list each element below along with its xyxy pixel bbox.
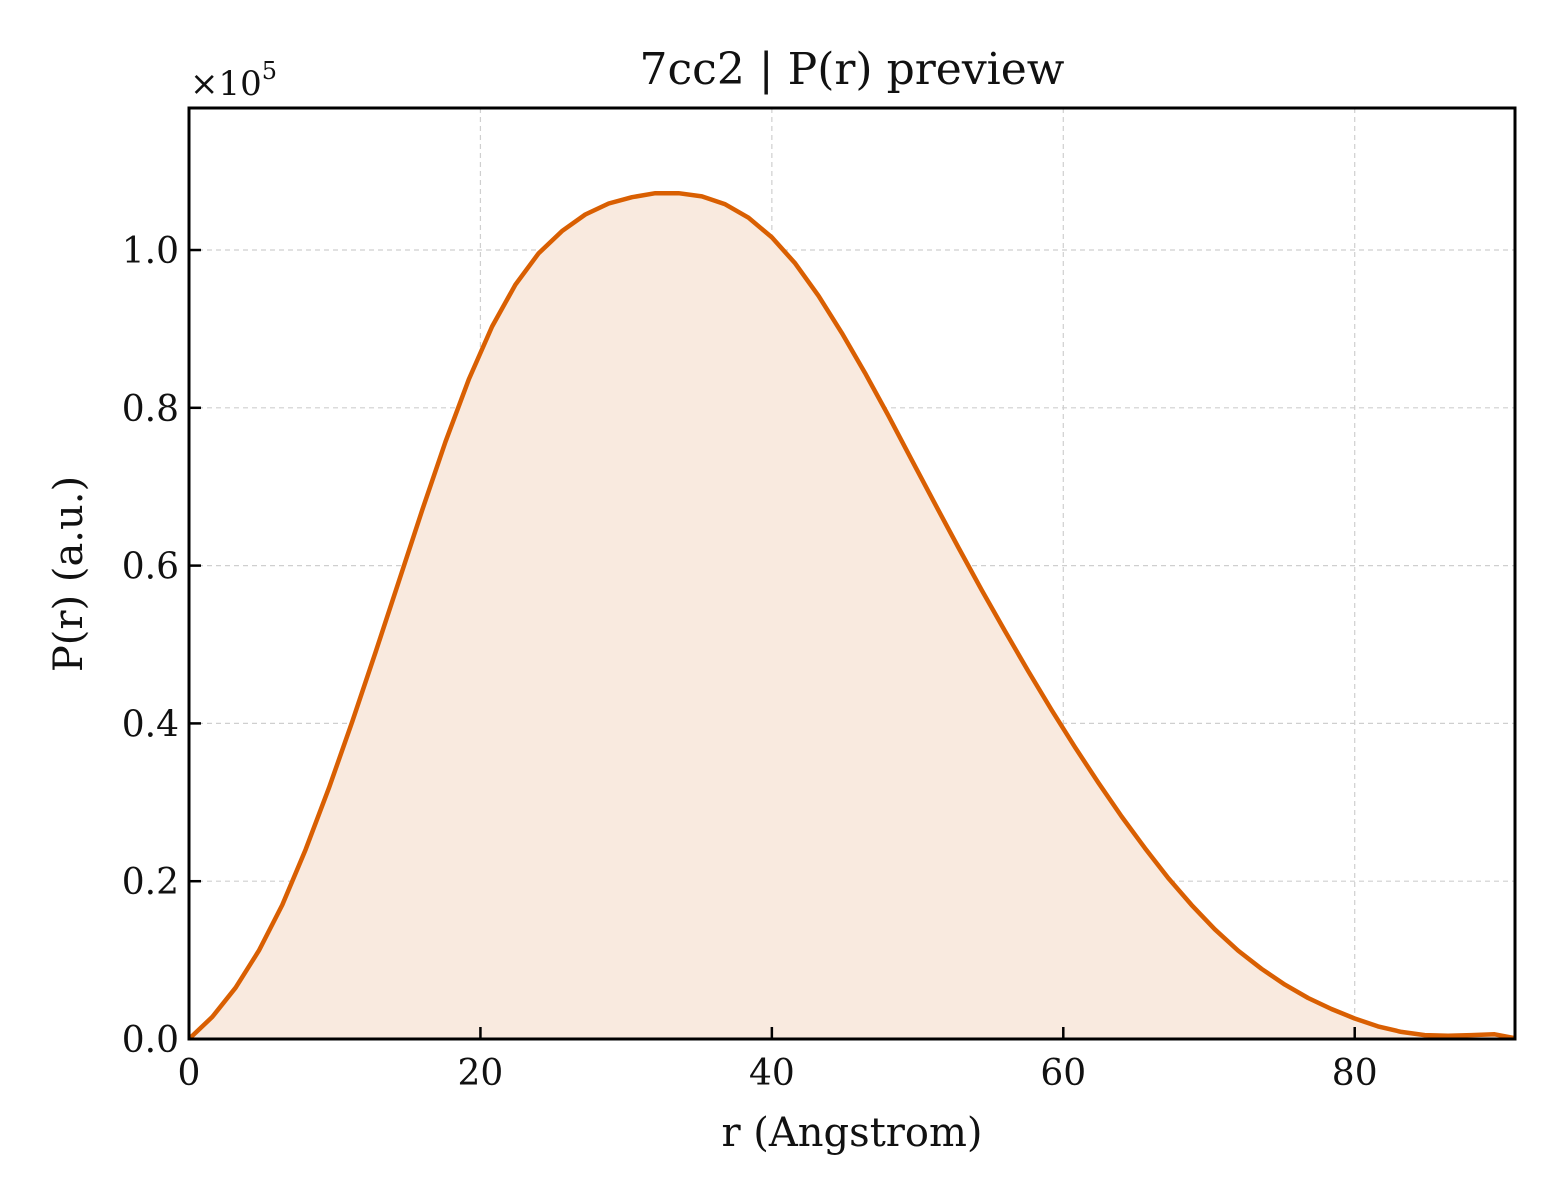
pr-area-fill — [189, 193, 1515, 1039]
y-tick-label: 0.4 — [122, 704, 179, 745]
x-tick-label: 0 — [178, 1053, 201, 1094]
x-tick-label: 60 — [1040, 1053, 1086, 1094]
y-tick-label: 0.0 — [122, 1020, 179, 1061]
y-tick-label: 1.0 — [122, 231, 179, 272]
x-axis-label: r (Angstrom) — [721, 1110, 982, 1156]
plot-frame — [187, 106, 1517, 1041]
tick-layer: 0 20 40 60 80 0.0 0.2 0.4 0.6 0.8 1.0 — [122, 231, 1378, 1094]
y-multiplier-exponent: 5 — [262, 57, 277, 85]
pr-series-line — [187, 190, 1516, 1041]
y-tick-label: 0.2 — [122, 862, 179, 903]
y-multiplier-label: ×105 — [190, 57, 277, 104]
x-tick-label: 80 — [1332, 1053, 1378, 1094]
y-tick-label: 0.8 — [122, 389, 179, 430]
chart-title: 7cc2 | P(r) preview — [640, 44, 1065, 95]
y-axis-label: P(r) (a.u.) — [46, 476, 92, 672]
x-tick-label: 20 — [458, 1053, 504, 1094]
y-tick-label: 0.6 — [122, 547, 179, 588]
y-multiplier-base: ×10 — [190, 64, 262, 104]
x-tick-label: 40 — [749, 1053, 795, 1094]
